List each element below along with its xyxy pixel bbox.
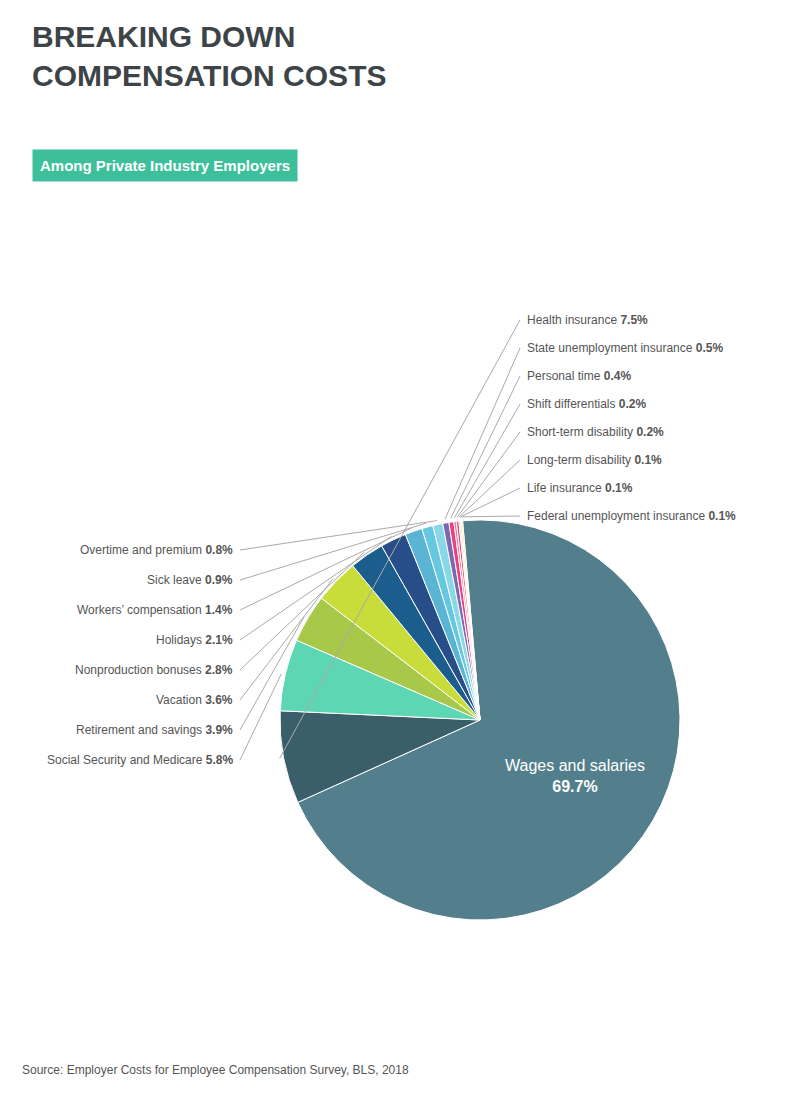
svg-text:Workers’ compensation 1.4%: Workers’ compensation 1.4% — [77, 603, 233, 617]
svg-text:Federal unemployment insurance: Federal unemployment insurance 0.1% — [527, 509, 736, 523]
svg-text:Source: Employer Costs for Emp: Source: Employer Costs for Employee Comp… — [22, 1063, 409, 1077]
svg-text:BREAKING DOWNCOMPENSATION COST: BREAKING DOWNCOMPENSATION COSTS — [32, 20, 386, 92]
svg-text:Sick leave 0.9%: Sick leave 0.9% — [147, 573, 233, 587]
svg-text:Overtime and premium 0.8%: Overtime and premium 0.8% — [80, 543, 233, 557]
svg-text:Retirement and savings 3.9%: Retirement and savings 3.9% — [76, 723, 233, 737]
svg-text:State unemployment insurance 0: State unemployment insurance 0.5% — [527, 341, 723, 355]
svg-text:Life insurance 0.1%: Life insurance 0.1% — [527, 481, 633, 495]
svg-text:Vacation 3.6%: Vacation 3.6% — [156, 693, 233, 707]
svg-text:Nonproduction bonuses 2.8%: Nonproduction bonuses 2.8% — [75, 663, 233, 677]
svg-text:Among Private Industry Employe: Among Private Industry Employers — [40, 157, 290, 174]
svg-text:Long-term disability 0.1%: Long-term disability 0.1% — [527, 453, 662, 467]
svg-text:Personal time 0.4%: Personal time 0.4% — [527, 369, 631, 383]
svg-text:Short-term disability 0.2%: Short-term disability 0.2% — [527, 425, 664, 439]
svg-text:Shift differentials 0.2%: Shift differentials 0.2% — [527, 397, 647, 411]
svg-text:Social Security and Medicare 5: Social Security and Medicare 5.8% — [47, 753, 233, 767]
svg-text:Wages and salaries69.7%: Wages and salaries69.7% — [505, 757, 645, 795]
svg-text:Holidays 2.1%: Holidays 2.1% — [156, 633, 233, 647]
svg-text:Health insurance 7.5%: Health insurance 7.5% — [527, 313, 648, 327]
